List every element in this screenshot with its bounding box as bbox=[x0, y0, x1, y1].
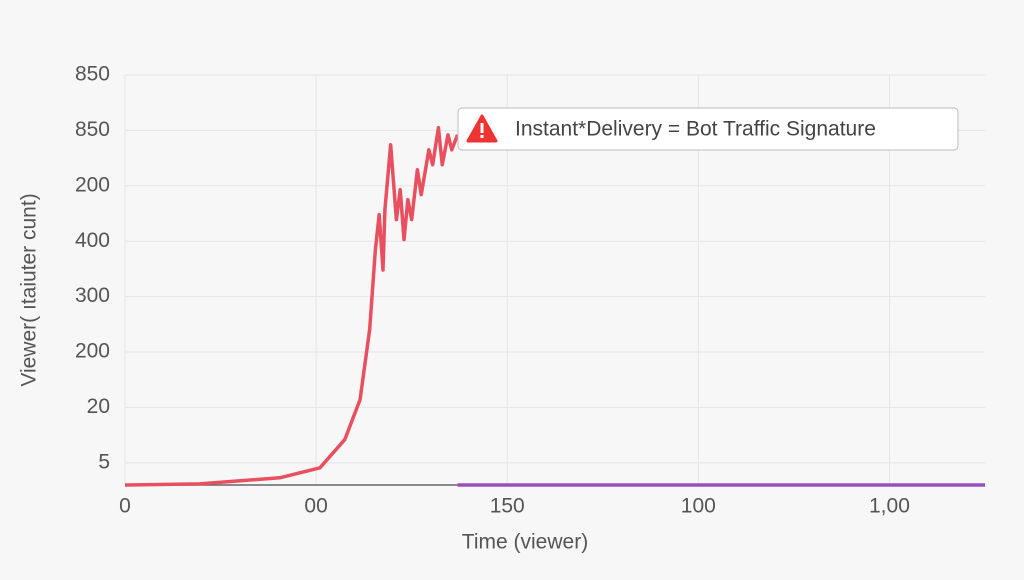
y-tick-label: 850 bbox=[75, 118, 110, 141]
y-tick-label: 20 bbox=[87, 395, 110, 418]
y-tick-label: 5 bbox=[98, 450, 110, 473]
x-tick-label: 1,00 bbox=[869, 495, 910, 518]
y-tick-label: 300 bbox=[75, 284, 110, 307]
warning-icon-dot bbox=[480, 135, 484, 138]
annotation-text: Instant*Delivery = Bot Traffic Signature bbox=[515, 118, 876, 141]
y-tick-label: 200 bbox=[75, 173, 110, 196]
data-line bbox=[124, 125, 460, 487]
y-tick-label: 200 bbox=[75, 340, 110, 363]
x-tick-label: 0 bbox=[119, 495, 131, 518]
x-tick-label: 00 bbox=[304, 495, 327, 518]
x-tick-label: 100 bbox=[681, 495, 716, 518]
x-axis-label: Time (viewer) bbox=[462, 531, 588, 554]
y-tick-label: 850 bbox=[75, 63, 110, 86]
y-axis-label: Viewer( ıtaiuter cunt) bbox=[18, 193, 41, 386]
marks bbox=[124, 125, 985, 487]
annotation-box bbox=[457, 107, 959, 151]
x-tick-label: 150 bbox=[490, 495, 525, 518]
annotation: Instant*Delivery = Bot Traffic Signature bbox=[457, 107, 959, 151]
warning-icon-bar bbox=[480, 123, 484, 133]
y-tick-label: 400 bbox=[75, 229, 110, 252]
